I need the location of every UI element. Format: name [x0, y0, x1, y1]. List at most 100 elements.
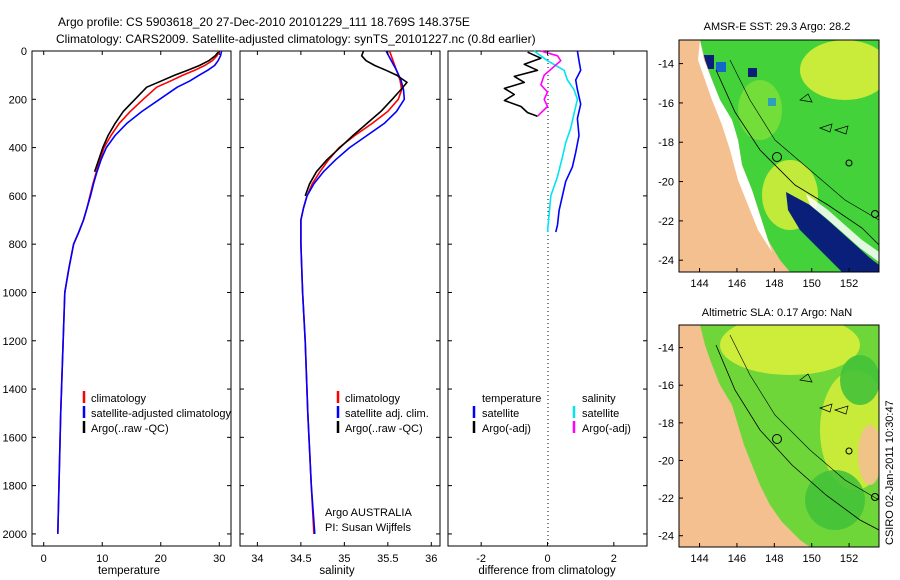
- sst-shelf-contour: [715, 69, 879, 246]
- y-tick-label: 400: [9, 143, 27, 155]
- x-tick-label: 2: [611, 553, 617, 565]
- map-x-tick-label: 146: [728, 553, 746, 565]
- map-x-tick-label: 152: [840, 553, 858, 565]
- y-tick-label: 1000: [3, 287, 27, 299]
- x-tick-label: 0: [41, 553, 47, 565]
- y-tick-label: 1200: [3, 336, 27, 348]
- legend-label-satellite: satellite adj. clim.: [345, 408, 429, 420]
- pi-annotation: PI: Susan Wijffels: [325, 522, 411, 534]
- sst-cool-cell: [716, 62, 726, 72]
- map-y-tick-label: -24: [658, 531, 674, 543]
- temperature-legend: climatology satellite-adjusted climatolo…: [82, 391, 231, 435]
- series-line-salinity-argo-adj-: [536, 50, 562, 117]
- difference-xlabel: difference from climatology: [478, 565, 615, 577]
- legend-header-salinity: salinity: [582, 393, 616, 405]
- map-y-tick-label: -22: [658, 493, 674, 505]
- argo-program-annotation: Argo AUSTRALIA: [325, 507, 412, 519]
- title-line-2: Climatology: CARS2009. Satellite-adjuste…: [56, 32, 536, 46]
- y-tick-label: 0: [21, 46, 27, 58]
- legend-header-temperature: temperature: [482, 393, 541, 405]
- difference-panel: -2 0 2 difference from climatology tempera…: [447, 50, 648, 577]
- map-x-tick-label: 150: [803, 553, 821, 565]
- legend-label-climatology: climatology: [345, 393, 401, 405]
- series-line-salinity-satellite: [533, 50, 579, 233]
- map-y-tick-label: -20: [658, 455, 674, 467]
- map-x-tick-label: 152: [840, 278, 858, 290]
- sla-low-patch: [840, 355, 879, 405]
- temperature-axes-frame: [31, 50, 232, 547]
- sst-cool-band: [786, 192, 879, 272]
- x-tick-label: -2: [476, 553, 486, 565]
- sst-shelf-contour: [729, 59, 879, 221]
- y-tick-label: 2000: [3, 529, 27, 541]
- sla-map-ticks: 144 146 148 150 152 -14 -16 -18 -20 -22 -24: [658, 343, 858, 565]
- sla-map: 144 146 148 150 152 -14 -16 -18 -20 -22 -24: [658, 324, 880, 565]
- map-y-tick-label: -20: [658, 177, 674, 189]
- x-tick-label: 0: [544, 553, 550, 565]
- map-x-tick-label: 146: [728, 278, 746, 290]
- legend-label-sal-argo: Argo(-adj): [582, 423, 631, 435]
- x-tick-label: 10: [96, 553, 108, 565]
- sst-reef-outlines: [799, 93, 849, 135]
- map-x-tick-label: 144: [690, 278, 708, 290]
- salinity-panel: 34 34.5 35 35.5 36 salinity climatology sate…: [239, 50, 441, 577]
- x-tick-label: 35.5: [377, 553, 398, 565]
- sla-low-patch: [805, 470, 865, 530]
- y-tick-label: 600: [9, 191, 27, 203]
- legend-label-argo: Argo(..raw -QC): [91, 423, 169, 435]
- sst-station-marker: [871, 210, 879, 218]
- sst-missing-band: [806, 194, 879, 262]
- y-tick-label: 1600: [3, 432, 27, 444]
- y-tick-label: 200: [9, 94, 27, 106]
- sst-station-marker: [845, 159, 853, 167]
- map-y-tick-label: -24: [658, 255, 674, 267]
- sst-warm-patch: [738, 80, 782, 140]
- legend-label-temp-argo: Argo(-adj): [482, 423, 531, 435]
- y-tick-label: 800: [9, 239, 27, 251]
- temperature-xlabel: temperature: [98, 565, 160, 577]
- map-y-tick-label: -18: [658, 137, 674, 149]
- map-x-tick-label: 150: [803, 278, 821, 290]
- sst-cool-cell: [748, 68, 757, 77]
- map-y-tick-label: -14: [658, 59, 674, 71]
- sst-map-frame: [678, 39, 880, 273]
- sst-map-ticks: 144 146 148 150 152 -14 -16 -18 -20 -22 -24: [658, 59, 858, 290]
- sla-map-frame: [678, 324, 880, 548]
- salinity-xlabel: salinity: [319, 565, 354, 577]
- series-line-satellite-adj-clim-: [300, 50, 406, 534]
- map-y-tick-label: -22: [658, 216, 674, 228]
- legend-label-temp-satellite: satellite: [482, 408, 519, 420]
- map-y-tick-label: -16: [658, 98, 674, 110]
- x-tick-label: 20: [155, 553, 167, 565]
- sst-warm-patch: [800, 40, 879, 100]
- series-line-temperature-argo-adj-: [503, 51, 542, 117]
- map-x-tick-label: 148: [765, 278, 783, 290]
- x-tick-label: 36: [425, 553, 437, 565]
- x-tick-label: 34: [251, 553, 263, 565]
- sla-argo-location-marker: [772, 434, 782, 444]
- difference-legend: temperature satellite Argo(-adj) salinit…: [472, 393, 631, 435]
- sla-shelf-contour: [715, 344, 879, 531]
- series-line-satellite-adjusted-climatology: [57, 50, 223, 534]
- map-y-tick-label: -18: [658, 418, 674, 430]
- sst-missing-coast: [698, 40, 772, 252]
- map-y-tick-label: -16: [658, 380, 674, 392]
- sla-high-patch: [720, 325, 860, 375]
- map-x-tick-label: 144: [690, 553, 708, 565]
- sst-argo-location-marker: [772, 152, 782, 162]
- sst-cool-cell: [768, 98, 776, 106]
- legend-label-satellite: satellite-adjusted climatology: [91, 408, 231, 420]
- title-line-1: Argo profile: CS 5903618_20 27-Dec-2010 …: [58, 15, 470, 29]
- x-tick-label: 30: [213, 553, 225, 565]
- credit-timestamp: CSIRO 02-Jan-2011 10:30:47: [884, 400, 896, 545]
- sla-map-title: Altimetric SLA: 0.17 Argo: NaN: [702, 307, 852, 319]
- legend-label-sal-satellite: satellite: [582, 408, 619, 420]
- sla-station-marker: [871, 493, 879, 501]
- temperature-panel: 0 10 20 30 0 200 400 600 800 1000 1200 1400 1600 1800…: [3, 46, 232, 577]
- salinity-legend: climatology satellite adj. clim. Argo(..…: [336, 391, 429, 435]
- sla-station-marker: [845, 447, 853, 455]
- sla-land-mass: [679, 325, 810, 547]
- y-tick-label: 1400: [3, 384, 27, 396]
- salinity-axes-frame: [239, 50, 441, 547]
